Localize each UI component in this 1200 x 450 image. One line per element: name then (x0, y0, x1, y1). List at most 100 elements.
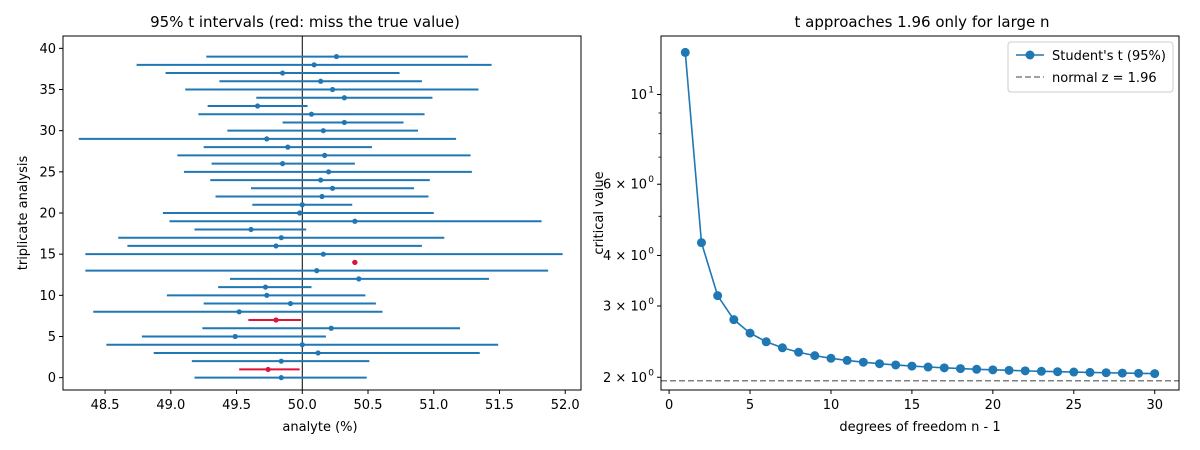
interval-mean-22 (319, 193, 325, 200)
series-point-20 (1004, 365, 1014, 375)
series-point-26 (1101, 368, 1111, 378)
left-y-tick-label-1: 5 (48, 330, 56, 345)
legend: Student's t (95%) normal z = 1.96 (1007, 41, 1174, 93)
interval-mean-14 (352, 259, 358, 265)
series-point-23 (1053, 367, 1063, 377)
right-x-tick-label-2: 10 (823, 398, 840, 413)
right-chart-title: t approaches 1.96 only for large n (795, 13, 1050, 31)
interval-mean-16 (273, 243, 279, 249)
interval-mean-6 (328, 325, 334, 331)
left-y-tick-label-3: 15 (39, 248, 56, 263)
interval-mean-37 (279, 70, 286, 76)
right-y-tick-label-0: 2 × 10 (603, 371, 647, 386)
legend-series-label: Student's t (95%) (1052, 49, 1166, 64)
right-x-ticks: 0 5 10 15 20 25 30 (665, 390, 1163, 413)
left-x-ticks: 48.5 49.0 49.5 50.0 50.5 51.0 51.5 52.0 (91, 390, 580, 413)
series-point-8 (810, 351, 820, 361)
series-point-24 (1069, 367, 1079, 377)
interval-mean-31 (341, 119, 347, 126)
right-x-tick-label-4: 20 (985, 398, 1002, 413)
series-point-9 (826, 353, 836, 363)
series-point-5 (761, 337, 771, 347)
right-y-axis-label: critical value (592, 171, 607, 254)
left-y-axis-label: triplicate analysis (16, 156, 31, 271)
left-y-tick-label-5: 25 (39, 165, 56, 180)
series-point-21 (1020, 366, 1030, 376)
right-y-tick-label-2: 4 × 10 (603, 249, 647, 264)
interval-mean-39 (333, 53, 340, 60)
series-point-27 (1117, 368, 1127, 378)
series-point-16 (939, 363, 949, 373)
series-point-19 (988, 365, 998, 375)
left-interval-chart: 95% t intervals (red: miss the true valu… (16, 13, 582, 435)
interval-mean-30 (320, 128, 326, 134)
series-point-2 (713, 291, 723, 301)
right-x-tick-label-5: 25 (1066, 398, 1083, 413)
interval-mean-8 (236, 309, 242, 315)
interval-mean-24 (318, 177, 324, 183)
right-critical-value-chart: t approaches 1.96 only for large n 0 5 10 1… (592, 13, 1180, 435)
series-line-0 (684, 52, 1155, 375)
series-point-12 (875, 359, 885, 369)
left-chart-title: 95% t intervals (red: miss the true valu… (150, 13, 460, 31)
series-point-4 (745, 328, 755, 338)
series-point-11 (858, 357, 868, 367)
left-y-tick-label-4: 20 (39, 207, 56, 222)
series-point-0 (680, 47, 690, 57)
interval-mean-19 (352, 218, 358, 224)
interval-mean-23 (329, 185, 336, 191)
interval-mean-34 (341, 95, 347, 101)
left-y-ticks: 0 5 10 15 20 25 30 35 40 (39, 42, 63, 386)
interval-mean-13 (314, 268, 320, 274)
right-line-marks (661, 47, 1179, 382)
series-point-18 (972, 364, 982, 374)
interval-mean-29 (264, 136, 270, 142)
right-y-tick-exp-0: 0 (648, 368, 654, 378)
series-point-25 (1085, 367, 1095, 377)
left-y-tick-label-8: 40 (39, 42, 56, 57)
right-plot-frame (660, 35, 1180, 391)
series-point-6 (777, 343, 787, 353)
right-y-tick-exp-3: 0 (648, 175, 654, 185)
interval-mean-12 (356, 276, 362, 282)
right-y-tick-exp-2: 0 (648, 246, 654, 256)
legend-frame (1007, 41, 1174, 93)
interval-mean-4 (299, 342, 305, 348)
interval-mean-9 (287, 300, 294, 307)
series-point-17 (955, 364, 965, 374)
interval-mean-26 (279, 161, 286, 167)
series-point-13 (891, 360, 901, 370)
right-x-tick-label-1: 5 (746, 398, 754, 413)
left-x-tick-label-3: 50.0 (288, 398, 317, 413)
interval-mean-18 (248, 226, 254, 233)
interval-mean-1 (265, 366, 271, 373)
interval-mean-36 (318, 78, 324, 84)
legend-series-marker (1025, 50, 1035, 60)
interval-mean-17 (278, 235, 284, 241)
left-x-tick-label-7: 52.0 (551, 398, 580, 413)
interval-mean-7 (273, 317, 279, 323)
right-y-tick-label-4: 10 (630, 88, 647, 103)
interval-mean-33 (254, 103, 261, 109)
series-point-29 (1150, 369, 1160, 379)
series-point-1 (696, 238, 706, 248)
interval-mean-11 (262, 284, 269, 290)
left-x-tick-label-4: 50.5 (354, 398, 383, 413)
series-point-3 (729, 315, 739, 325)
left-y-tick-label-7: 35 (39, 83, 56, 98)
left-x-axis-label: analyte (%) (282, 420, 357, 435)
left-x-tick-label-2: 49.5 (222, 398, 251, 413)
right-x-tick-label-0: 0 (665, 398, 673, 413)
interval-mean-28 (285, 144, 291, 150)
right-x-axis-label: degrees of freedom n - 1 (839, 420, 1000, 435)
interval-mean-3 (315, 350, 321, 356)
interval-mean-10 (264, 292, 270, 298)
left-interval-marks (78, 36, 563, 390)
left-y-tick-label-6: 30 (39, 124, 56, 139)
interval-mean-21 (299, 202, 305, 208)
left-x-tick-label-5: 51.0 (419, 398, 448, 413)
right-x-tick-label-3: 15 (904, 398, 921, 413)
interval-mean-0 (278, 375, 284, 381)
